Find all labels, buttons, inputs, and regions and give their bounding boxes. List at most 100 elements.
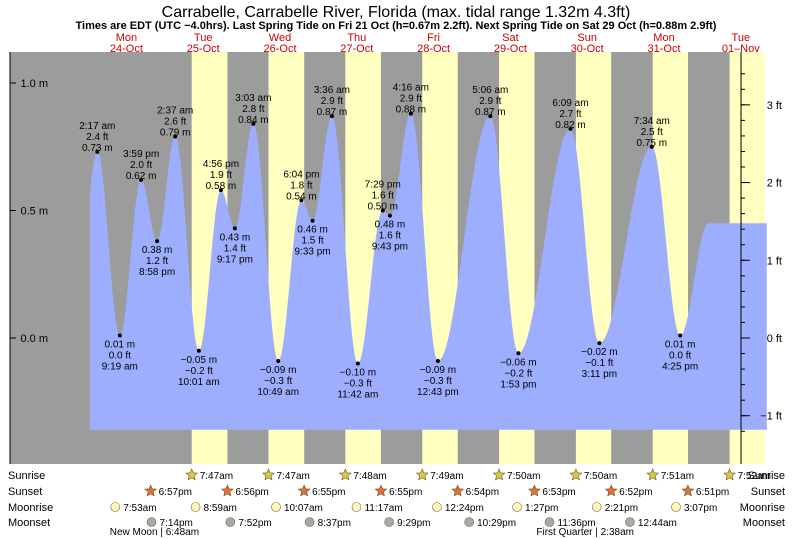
tide-label-m: −0.10 m xyxy=(340,368,376,379)
high-tide-point xyxy=(568,126,573,131)
day-date: 29-Oct xyxy=(494,43,527,55)
tide-label-time: 7:29 pm xyxy=(365,180,401,191)
tide-label-ft: −0.1 ft xyxy=(585,358,613,369)
sunrise-star-icon xyxy=(569,468,583,481)
tide-label-time: 9:17 pm xyxy=(217,254,253,265)
tide-label-time: 5:06 am xyxy=(472,85,508,96)
high-tide-point xyxy=(139,177,144,182)
row-event-time: 11:17am xyxy=(364,503,402,514)
row-event-time: 6:54pm xyxy=(466,487,499,498)
sunrise-star-icon xyxy=(262,468,275,481)
tide-label-time: 3:36 am xyxy=(314,85,350,96)
moonset-circle-icon xyxy=(225,517,236,527)
high-tide-point xyxy=(173,134,178,139)
right-axis-tick-label: 3 ft xyxy=(767,100,782,112)
tide-label-m: −0.05 m xyxy=(181,355,217,366)
tide-label-ft: −0.2 ft xyxy=(504,368,532,379)
tide-label-m: 0.87 m xyxy=(317,107,348,118)
moonrise-circle-icon xyxy=(351,502,362,512)
tide-label-m: 0.01 m xyxy=(665,339,696,350)
row-event-time: 1:27pm xyxy=(525,503,558,514)
row-event-time: 10:29pm xyxy=(477,518,516,529)
day-name: Wed xyxy=(269,32,291,44)
sunset-star-icon xyxy=(681,484,695,497)
tide-label-m: −0.06 m xyxy=(500,357,536,368)
day-name: Sat xyxy=(502,32,519,44)
sunset-star-icon xyxy=(220,484,234,497)
moonset-circle-icon xyxy=(304,517,315,527)
row-event-time: 8:37pm xyxy=(318,518,351,529)
day-name: Fri xyxy=(427,32,440,44)
row-event-time: 7:51am xyxy=(661,471,694,482)
row-event-time: 6:52pm xyxy=(619,487,652,498)
tide-label-time: 10:01 am xyxy=(178,377,220,388)
high-tide-point xyxy=(488,114,493,119)
sunrise-star-icon xyxy=(723,468,737,481)
tide-label-m: 0.54 m xyxy=(286,191,317,202)
row-event-time: 3:07pm xyxy=(684,503,717,514)
low-tide-point xyxy=(516,351,521,356)
tide-label-m: 0.79 m xyxy=(160,128,191,139)
low-tide-point xyxy=(355,361,360,366)
right-axis-tick-label: 2 ft xyxy=(767,178,782,190)
tide-label-m: 0.50 m xyxy=(367,202,398,213)
chart-subtitle: Times are EDT (UTC −4.0hrs). Last Spring… xyxy=(76,20,717,32)
row-event-time: 7:14pm xyxy=(160,518,193,529)
tide-label-time: 4:16 am xyxy=(393,83,429,94)
tide-label-m: 0.43 m xyxy=(220,232,251,243)
moonrise-circle-icon xyxy=(591,502,602,512)
moonset-circle-icon xyxy=(544,517,555,527)
tide-label-m: 0.87 m xyxy=(475,107,506,118)
left-axis-tick-label: 1.0 m xyxy=(20,78,48,90)
row-label-right: Sunrise xyxy=(748,470,785,482)
tide-label-ft: 1.8 ft xyxy=(290,180,312,191)
tide-label-ft: 2.6 ft xyxy=(164,117,186,128)
tide-label-m: 0.58 m xyxy=(206,181,237,192)
low-tide-point xyxy=(310,218,315,223)
day-date: 01–Nov xyxy=(722,43,760,55)
row-event-time: 6:55pm xyxy=(312,487,345,498)
row-event-time: 7:53am xyxy=(123,503,156,514)
low-tide-point xyxy=(597,341,602,346)
high-tide-point xyxy=(251,121,256,126)
tide-label-m: 0.84 m xyxy=(238,115,269,126)
day-date: 27-Oct xyxy=(340,43,373,55)
tide-label-time: 3:03 am xyxy=(235,93,271,104)
row-event-time: 7:49am xyxy=(430,471,463,482)
tide-label-m: 0.73 m xyxy=(82,143,113,154)
tide-label-m: 0.62 m xyxy=(126,171,157,182)
axes: 0.0 m 0.5 m 1.0 m −1 ft 0 ft 1 ft 2 ft 3 ft xyxy=(9,52,782,464)
row-event-time: 9:29pm xyxy=(397,518,430,529)
tide-label-ft: 0.0 ft xyxy=(109,350,131,361)
tide-label-m: 0.38 m xyxy=(142,245,173,256)
day-name: Mon xyxy=(653,32,674,44)
high-tide-point xyxy=(329,114,334,119)
tide-label-ft: 2.5 ft xyxy=(641,127,663,138)
tide-label-ft: 0.0 ft xyxy=(669,350,691,361)
tide-label-m: −0.09 m xyxy=(260,365,296,376)
row-label-left: Sunset xyxy=(8,486,42,498)
left-axis-tick-label: 0.5 m xyxy=(20,206,48,218)
moonrise-circle-icon xyxy=(671,502,681,512)
high-tide-point xyxy=(95,149,100,154)
sunset-star-icon xyxy=(374,484,388,497)
row-event-time: 10:07am xyxy=(284,503,323,514)
left-axis-tick-label: 0.0 m xyxy=(20,333,48,345)
high-tide-point xyxy=(299,198,304,203)
low-tide-point xyxy=(276,358,281,363)
tide-label-ft: 2.7 ft xyxy=(559,109,581,120)
row-label-right: Moonrise xyxy=(740,502,785,514)
row-event-time: 8:59am xyxy=(204,503,237,514)
row-label-left: Moonset xyxy=(8,517,50,529)
tide-label-time: 4:56 pm xyxy=(203,159,239,170)
tide-label-time: 8:58 pm xyxy=(139,267,175,278)
tide-label-time: 6:09 am xyxy=(552,98,588,109)
tide-label-ft: 2.0 ft xyxy=(130,160,152,171)
row-event-time: 12:24pm xyxy=(445,503,484,514)
row-event-time: 12:44am xyxy=(638,518,677,529)
sunset-star-icon xyxy=(527,484,541,497)
day-name: Sun xyxy=(577,32,597,44)
row-event-time: 7:48am xyxy=(353,471,386,482)
row-event-time: 7:50am xyxy=(507,471,540,482)
